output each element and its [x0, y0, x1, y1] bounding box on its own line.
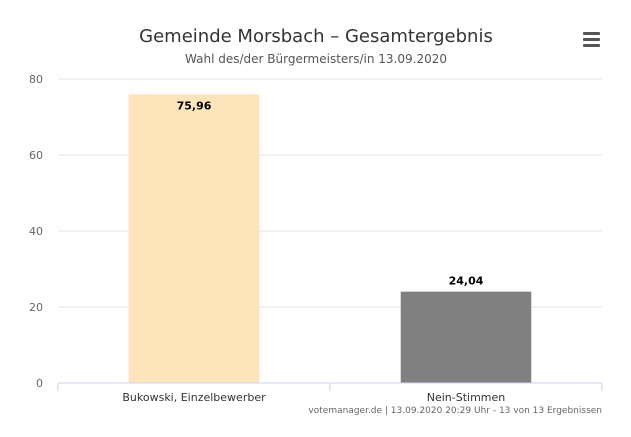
y-tick-label: 80 — [29, 73, 43, 86]
credits-text[interactable]: votemanager.de | 13.09.2020 20:29 Uhr - … — [308, 406, 602, 416]
bars: 75,96 24,04 — [128, 94, 532, 384]
x-axis: Bukowski, Einzelbewerber Nein-Stimmen — [57, 382, 603, 404]
x-tick-label: Bukowski, Einzelbewerber — [122, 391, 266, 404]
chart-title: Gemeinde Morsbach – Gesamtergebnis — [139, 26, 493, 47]
x-tick-label: Nein-Stimmen — [427, 391, 506, 404]
y-axis: 0 20 40 60 80 — [29, 73, 43, 390]
bar[interactable] — [128, 94, 260, 384]
data-label: 75,96 — [177, 99, 212, 112]
data-label: 24,04 — [449, 275, 484, 288]
chart-subtitle: Wahl des/der Bürgermeisters/in 13.09.202… — [185, 52, 447, 66]
y-tick-label: 60 — [29, 149, 43, 162]
hamburger-menu-icon[interactable] — [578, 28, 604, 50]
bar[interactable] — [400, 291, 532, 383]
y-tick-label: 0 — [36, 377, 43, 390]
y-tick-label: 40 — [29, 225, 43, 238]
y-tick-label: 20 — [29, 301, 43, 314]
